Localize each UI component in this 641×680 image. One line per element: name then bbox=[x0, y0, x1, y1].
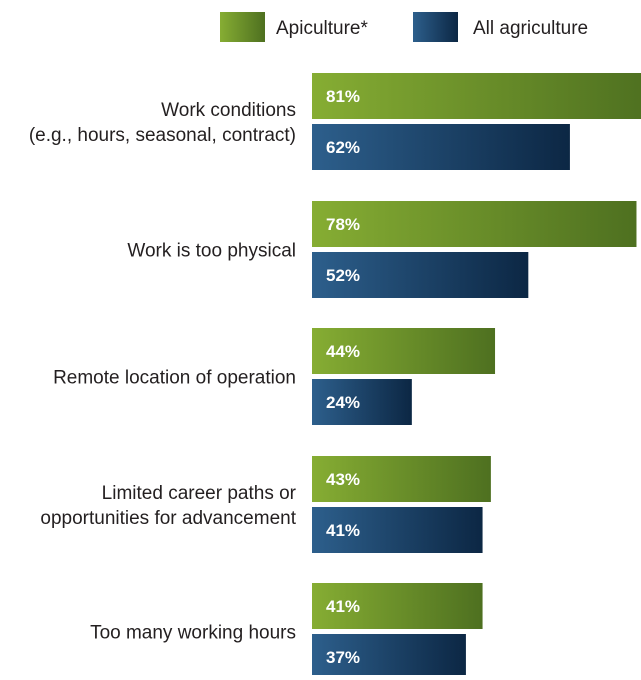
bar-value-label: 41% bbox=[326, 597, 360, 616]
legend: Apiculture* All agriculture bbox=[220, 12, 588, 42]
bar-all-agriculture bbox=[312, 634, 466, 680]
legend-swatch-all-agriculture bbox=[413, 12, 458, 42]
bar-all-agriculture bbox=[312, 124, 570, 170]
bar-value-label: 62% bbox=[326, 138, 360, 157]
bar-value-label: 44% bbox=[326, 342, 360, 361]
bar-value-label: 52% bbox=[326, 266, 360, 285]
bar-all-agriculture bbox=[312, 507, 483, 553]
bar-value-label: 24% bbox=[326, 393, 360, 412]
category-label: Remote location of operation bbox=[53, 368, 296, 389]
bar-value-label: 78% bbox=[326, 215, 360, 234]
bar-apiculture bbox=[312, 328, 496, 374]
bar-apiculture bbox=[312, 73, 641, 119]
legend-swatch-apiculture bbox=[220, 12, 265, 42]
bar-value-label: 43% bbox=[326, 470, 360, 489]
bar-apiculture bbox=[312, 456, 491, 502]
bar-apiculture bbox=[312, 583, 483, 629]
bar-value-label: 81% bbox=[326, 87, 360, 106]
bar-value-label: 37% bbox=[326, 648, 360, 667]
bar-all-agriculture bbox=[312, 252, 529, 298]
bar-all-agriculture bbox=[312, 379, 412, 425]
category-label: Too many working hours bbox=[90, 623, 296, 644]
bars: 81% 78% 44% 43% 41% 62% 52% 24% 41% 37% bbox=[312, 73, 641, 680]
category-label: Work conditions (e.g., hours, seasonal, c… bbox=[29, 100, 296, 146]
category-label: Work is too physical bbox=[127, 241, 296, 262]
category-labels: Work conditions (e.g., hours, seasonal, c… bbox=[29, 100, 297, 644]
bar-value-label: 41% bbox=[326, 521, 360, 540]
category-label: Limited career paths or opportunities for… bbox=[40, 483, 296, 529]
bar-apiculture bbox=[312, 201, 637, 247]
legend-label-all-agriculture: All agriculture bbox=[473, 18, 588, 39]
legend-label-apiculture: Apiculture* bbox=[276, 18, 368, 39]
